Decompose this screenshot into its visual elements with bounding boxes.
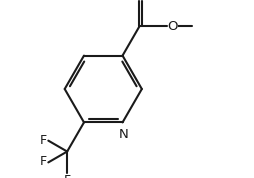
Text: O: O [168, 20, 178, 33]
Text: N: N [119, 128, 129, 141]
Text: F: F [64, 174, 71, 178]
Text: F: F [40, 156, 47, 169]
Text: F: F [40, 134, 47, 147]
